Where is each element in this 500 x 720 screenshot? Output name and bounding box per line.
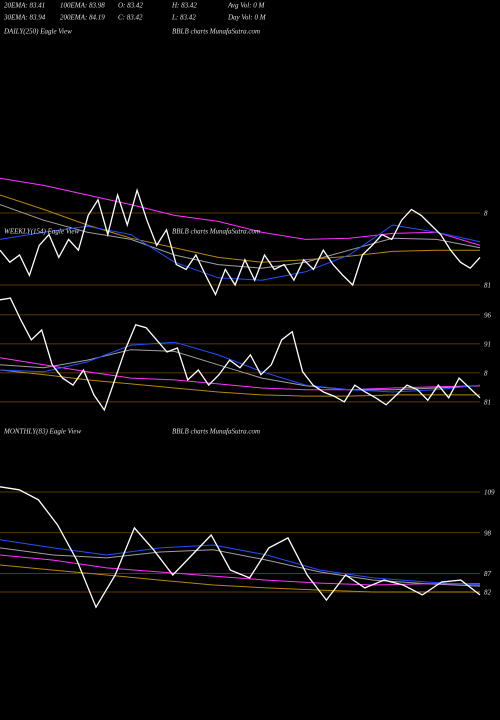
panel-label: WEEKLY(154) Eagle View — [4, 228, 79, 236]
price-line — [0, 204, 481, 269]
header-stat: Avg Vol: 0 M — [227, 2, 266, 10]
y-tick-label: 91 — [484, 341, 491, 349]
price-line — [0, 486, 481, 609]
price-line — [0, 224, 481, 281]
y-tick-label: 98 — [484, 529, 492, 537]
header-stat: 100EMA: 83.98 — [60, 2, 105, 10]
header-stat: 30EMA: 83.94 — [3, 14, 46, 22]
panel-label: DAILY(250) Eagle View — [3, 28, 72, 36]
panel-source: BBLB charts MunafaSutra.com — [172, 428, 260, 436]
price-line — [0, 177, 481, 246]
header-stat: C: 83.42 — [118, 14, 143, 22]
y-tick-label: 81 — [484, 282, 491, 290]
y-tick-label: 8 — [484, 210, 488, 218]
header-stat: Day Vol: 0 M — [227, 14, 267, 22]
price-line — [0, 369, 480, 397]
header-stat: H: 83.42 — [171, 2, 197, 10]
price-line — [0, 547, 481, 587]
y-tick-label: 8 — [484, 370, 488, 378]
header-stat: L: 83.42 — [171, 14, 196, 22]
y-tick-label: 96 — [484, 312, 492, 320]
panel-label: MONTHLY(83) Eagle View — [3, 428, 81, 436]
y-tick-label: 81 — [484, 399, 491, 407]
y-tick-label: 109 — [484, 489, 495, 497]
price-line — [0, 539, 481, 586]
price-line — [0, 297, 481, 412]
header-stat: O: 83.42 — [118, 2, 143, 10]
y-tick-label: 82 — [484, 589, 492, 597]
price-line — [0, 357, 481, 391]
price-line — [0, 349, 481, 391]
panel-source: BBLB charts MunafaSutra.com — [172, 228, 260, 236]
y-tick-label: 87 — [484, 570, 492, 578]
price-line — [0, 194, 480, 263]
panel-source: BBLB charts MunafaSutra.com — [172, 28, 260, 36]
price-line — [0, 564, 480, 593]
header-stat: 200EMA: 84.19 — [60, 14, 105, 22]
price-line — [0, 187, 481, 297]
header-stat: 20EMA: 83.41 — [4, 2, 45, 10]
